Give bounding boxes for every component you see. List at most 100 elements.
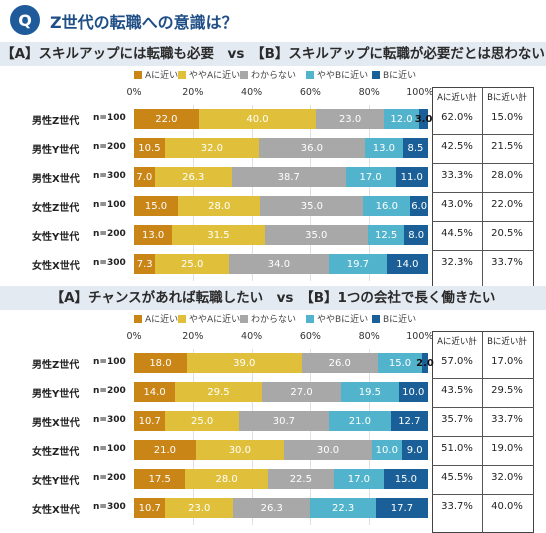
b-total-value: 29.5% — [491, 385, 523, 396]
bar-segment-somewhat-a: 25.0 — [155, 254, 229, 274]
row-label: 男性Z世代 — [32, 116, 80, 127]
axis-tick-label: 100% — [406, 87, 434, 98]
bar-segment-somewhat-a: 30.0 — [195, 440, 284, 460]
stacked-bar: 14.0 29.5 27.0 19.5 10.0 — [134, 382, 428, 402]
question-header: Q Z世代の転職への意識は？ — [0, 0, 546, 40]
legend-item: わからない — [240, 68, 296, 81]
row-sample-size: n=100 — [93, 444, 126, 454]
axis-tick-label: 20% — [182, 87, 204, 98]
legend-item: Bに近い — [372, 312, 416, 325]
bar-segment-somewhat-a: 28.0 — [178, 196, 261, 216]
bar-segment-somewhat-b: 17.0 — [333, 469, 384, 489]
legend: Aに近い ややAに近い わからない ややBに近い Bに近い — [0, 312, 546, 326]
legend-item: わからない — [240, 312, 296, 325]
a-total-value: 51.0% — [441, 443, 473, 454]
b-total-value: 28.0% — [491, 170, 523, 181]
summary-row-divider — [432, 407, 534, 408]
bar-segment-somewhat-b: 19.7 — [328, 254, 387, 274]
legend-item: ややBに近い — [306, 68, 368, 81]
axis-tick-label: 60% — [299, 87, 321, 98]
bar-segment-somewhat-b: 12.0 — [383, 109, 420, 129]
bar-segment-a: 14.0 — [134, 382, 176, 402]
axis-tick-label: 40% — [241, 331, 263, 342]
bar-segment-somewhat-b: 17.0 — [345, 167, 396, 187]
summary-row-divider — [432, 436, 534, 437]
row-label: 男性X世代 — [32, 418, 80, 429]
bar-segment-a: 21.0 — [134, 440, 196, 460]
legend-swatch — [240, 70, 248, 79]
bar-segment-somewhat-a: 29.5 — [175, 382, 262, 402]
legend-swatch — [178, 314, 186, 323]
bar-segment-b: 12.7 — [390, 411, 428, 431]
stacked-bar: 7.0 26.3 38.7 17.0 11.0 — [134, 167, 428, 187]
gridline — [251, 349, 253, 525]
row-label: 男性Y世代 — [32, 145, 80, 156]
bar-segment-a: 17.5 — [134, 469, 186, 489]
summary-table — [432, 331, 534, 533]
legend-swatch — [134, 70, 142, 79]
bar-segment-b: 15.0 — [383, 469, 428, 489]
bar-segment-somewhat-b: 13.0 — [364, 138, 403, 158]
legend-swatch — [306, 314, 314, 323]
q-badge: Q — [10, 5, 40, 35]
row-label: 男性Z世代 — [32, 360, 80, 371]
a-total-header: Aに近い計 — [437, 93, 477, 103]
bar-segment-b: 17.7 — [375, 498, 428, 518]
bar-segment-a: 7.3 — [134, 254, 156, 274]
legend-label: Bに近い — [383, 71, 417, 81]
b-total-value: 20.5% — [491, 228, 523, 239]
row-label: 女性Z世代 — [32, 203, 80, 214]
row-sample-size: n=300 — [93, 502, 126, 512]
legend-swatch — [134, 314, 142, 323]
bar-segment-somewhat-a: 39.0 — [186, 353, 302, 373]
row-label: 女性Z世代 — [32, 447, 80, 458]
bar-segment-b: 6.0 — [410, 196, 428, 216]
legend-item: Bに近い — [372, 68, 416, 81]
bar-segment-somewhat-a: 32.0 — [164, 138, 259, 158]
a-total-value: 42.5% — [441, 141, 473, 152]
bar-segment-somewhat-b: 21.0 — [329, 411, 391, 431]
chart-title: 【A】スキルアップには転職も必要 vs 【B】スキルアップに転職が必要だとは思わ… — [0, 42, 546, 66]
a-total-value: 32.3% — [441, 257, 473, 268]
a-total-header: Aに近い計 — [437, 337, 477, 347]
bar-segment-unknown: 35.0 — [264, 225, 368, 245]
row-label: 男性Y世代 — [32, 389, 80, 400]
legend-label: ややBに近い — [317, 71, 369, 81]
summary-row-divider — [432, 163, 534, 164]
legend-swatch — [372, 314, 380, 323]
b-total-header: Bに近い計 — [487, 93, 527, 103]
stacked-bar: 10.7 25.0 30.7 21.0 12.7 — [134, 411, 428, 431]
axis-tick-label: 40% — [241, 87, 263, 98]
stacked-bar: 7.3 25.0 34.0 19.7 14.0 — [134, 254, 428, 274]
a-total-value: 33.3% — [441, 170, 473, 181]
bar-segment-unknown: 27.0 — [261, 382, 342, 402]
axis-tick-label: 20% — [182, 331, 204, 342]
a-total-value: 43.0% — [441, 199, 473, 210]
row-sample-size: n=100 — [93, 113, 126, 123]
legend-swatch — [240, 314, 248, 323]
b-total-value: 32.0% — [491, 472, 523, 483]
row-label: 女性Y世代 — [32, 232, 80, 243]
row-sample-size: n=300 — [93, 258, 126, 268]
stacked-bar: 15.0 28.0 35.0 16.0 6.0 — [134, 196, 428, 216]
axis-tick-label: 100% — [406, 331, 434, 342]
stacked-bar: 21.0 30.0 30.0 10.0 9.0 — [134, 440, 428, 460]
bar-segment-somewhat-b: 12.5 — [367, 225, 405, 245]
bar-segment-b: 11.0 — [395, 167, 428, 187]
legend-item: ややAに近い — [178, 68, 240, 81]
legend: Aに近い ややAに近い わからない ややBに近い Bに近い — [0, 68, 546, 82]
bar-segment-b: 3.0 — [415, 109, 432, 129]
bar-segment-a: 10.7 — [134, 498, 166, 518]
a-total-value: 45.5% — [441, 472, 473, 483]
bar-segment-b: 14.0 — [386, 254, 428, 274]
summary-row-divider — [432, 250, 534, 251]
legend-label: わからない — [251, 71, 297, 81]
chart-title: 【A】チャンスがあれば転職したい vs 【B】1つの会社で長く働きたい — [0, 286, 546, 310]
a-total-value: 43.5% — [441, 385, 473, 396]
gridline — [310, 349, 312, 525]
legend-swatch — [306, 70, 314, 79]
bar-segment-unknown: 22.5 — [267, 469, 334, 489]
a-total-value: 35.7% — [441, 414, 473, 425]
gridline — [310, 105, 312, 281]
